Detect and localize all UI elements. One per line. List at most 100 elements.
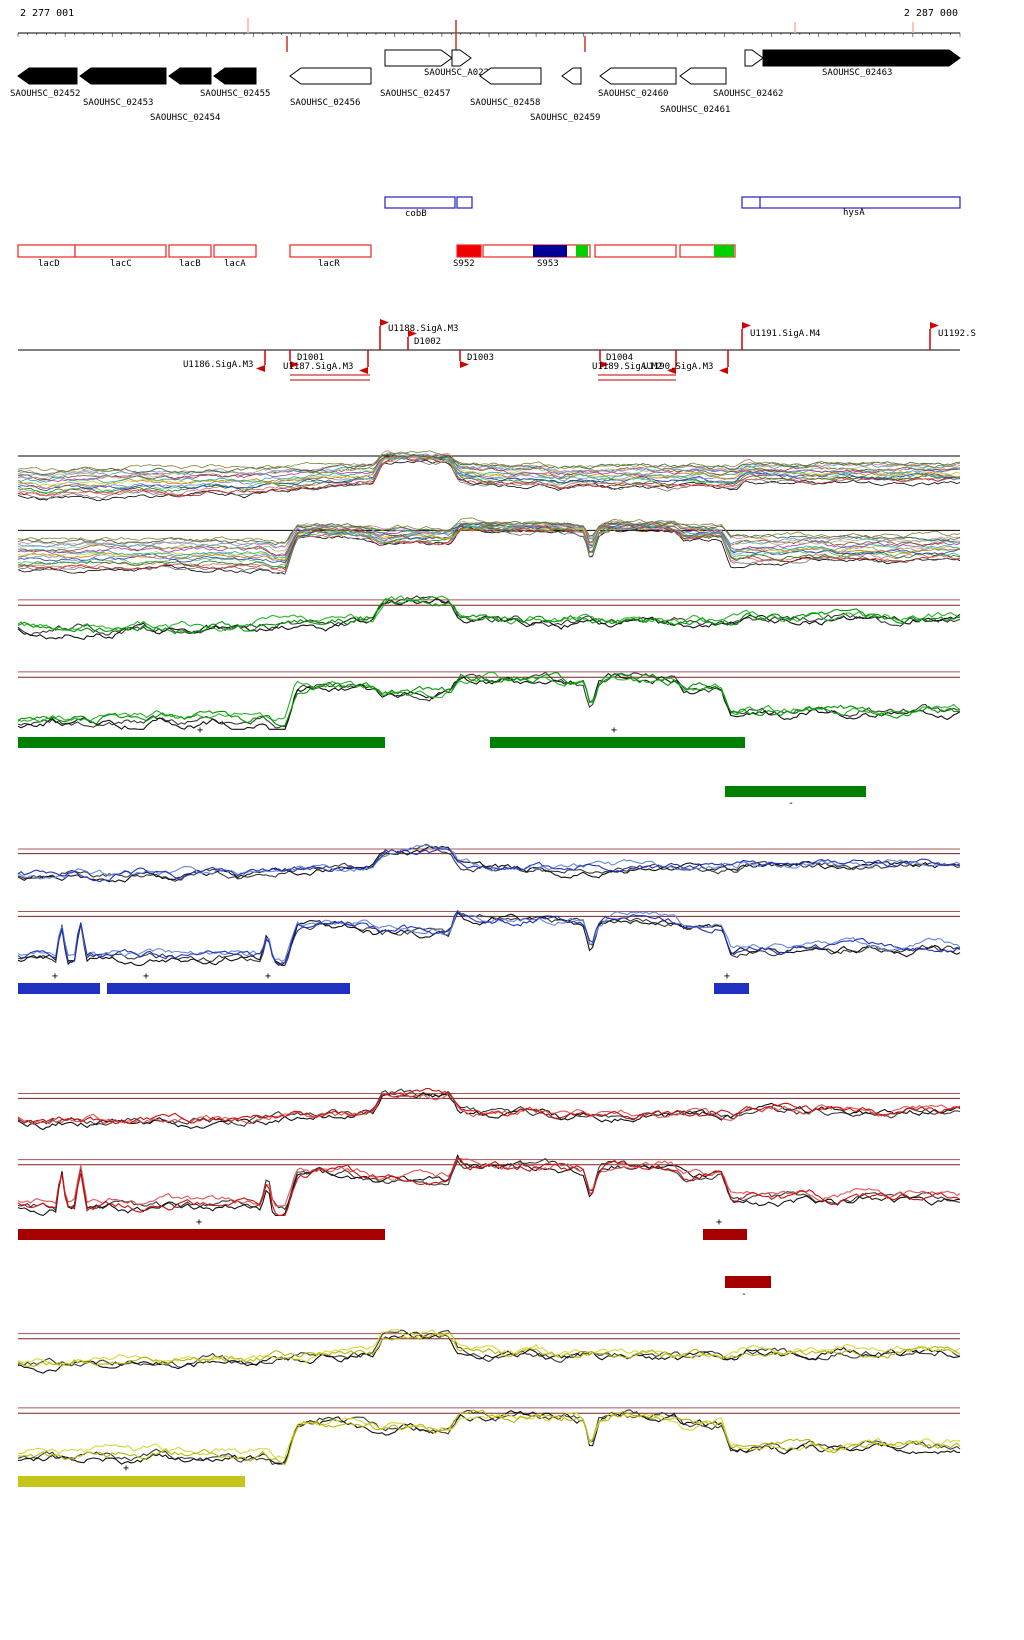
domain-bar[interactable] bbox=[714, 983, 749, 994]
signal-line bbox=[17, 455, 960, 489]
domain-bar[interactable] bbox=[703, 1229, 747, 1240]
strand-sign: + bbox=[611, 725, 617, 736]
orf-feature-box[interactable] bbox=[168, 244, 212, 258]
gene-arrow-SAOUHSC_A02231[interactable] bbox=[451, 49, 472, 67]
signal-line bbox=[17, 455, 961, 490]
signal-line bbox=[17, 520, 961, 552]
gene-label: SAOUHSC_02456 bbox=[290, 98, 360, 108]
gene-arrow-SAOUHSC_02458[interactable] bbox=[479, 67, 542, 85]
orf-feature-box[interactable] bbox=[213, 244, 257, 258]
rna-feature-box[interactable] bbox=[456, 196, 473, 209]
domain-bar[interactable] bbox=[18, 1476, 245, 1487]
orf-feature-label: lacA bbox=[224, 259, 246, 269]
rna-feature-label: hysA bbox=[843, 208, 865, 218]
signal-line bbox=[17, 847, 961, 883]
orf-feature-label: lacR bbox=[318, 259, 340, 269]
gene-label: SAOUHSC_02452 bbox=[10, 89, 80, 99]
strand-sign: + bbox=[123, 1463, 129, 1474]
strand-sign: - bbox=[741, 1289, 747, 1300]
orf-feature-box[interactable] bbox=[594, 244, 677, 258]
signal-line bbox=[17, 844, 961, 880]
tss-flag[interactable] bbox=[930, 322, 939, 329]
tss-label: U1186.SigA.M3 bbox=[183, 360, 253, 370]
gene-arrow-SAOUHSC_02452[interactable] bbox=[17, 67, 78, 85]
signal-line bbox=[17, 524, 961, 575]
rna-feature-box[interactable] bbox=[741, 196, 961, 209]
tss-flag[interactable] bbox=[408, 330, 417, 337]
signal-line bbox=[17, 672, 960, 727]
gene-label: SAOUHSC_02462 bbox=[713, 89, 783, 99]
signal-line bbox=[17, 1329, 961, 1368]
orf-feature-box[interactable] bbox=[74, 244, 167, 258]
gene-label: SAOUHSC_02455 bbox=[200, 89, 270, 99]
tss-label: U1191.SigA.M4 bbox=[750, 329, 820, 339]
orf-feature-segment bbox=[533, 245, 567, 257]
gene-arrow-SAOUHSC_02453[interactable] bbox=[79, 67, 167, 85]
gene-arrow-SAOUHSC_02454[interactable] bbox=[168, 67, 212, 85]
tss-flag[interactable] bbox=[359, 367, 368, 374]
tss-label: D1004 bbox=[606, 353, 633, 363]
signal-line bbox=[17, 1409, 961, 1466]
signal-line bbox=[17, 912, 961, 966]
tss-flag[interactable] bbox=[290, 361, 299, 368]
tss-flag[interactable] bbox=[256, 365, 265, 372]
tss-flag[interactable] bbox=[742, 322, 751, 329]
signal-line bbox=[17, 456, 961, 498]
domain-bar[interactable] bbox=[725, 1276, 771, 1288]
orf-feature-label: lacD bbox=[38, 259, 60, 269]
orf-feature-box[interactable] bbox=[456, 244, 482, 258]
strand-sign: + bbox=[197, 725, 203, 736]
domain-bar[interactable] bbox=[725, 786, 866, 797]
tss-label: D1001 bbox=[297, 353, 324, 363]
ruler-start-label: 2 277 001 bbox=[20, 8, 75, 19]
gene-arrow-SAOUHSC_02461[interactable] bbox=[679, 67, 727, 85]
gene-arrow-SAOUHSC_02455[interactable] bbox=[213, 67, 257, 85]
ruler-end-label: 2 287 000 bbox=[903, 8, 958, 19]
orf-feature-segment bbox=[714, 245, 734, 257]
signal-line bbox=[17, 595, 961, 632]
tss-flag[interactable] bbox=[460, 361, 469, 368]
orf-feature-box[interactable] bbox=[17, 244, 76, 258]
tss-label: D1003 bbox=[467, 353, 494, 363]
gene-arrow-SAOUHSC_02463[interactable] bbox=[762, 49, 961, 67]
tss-flag[interactable] bbox=[719, 367, 728, 374]
rna-feature-box[interactable] bbox=[384, 196, 456, 209]
orf-feature-label: S953 bbox=[537, 259, 559, 269]
strand-sign: + bbox=[52, 971, 58, 982]
tss-flag[interactable] bbox=[380, 319, 389, 326]
signal-line bbox=[17, 845, 961, 883]
strand-sign: + bbox=[265, 971, 271, 982]
gene-label: SAOUHSC_02459 bbox=[530, 113, 600, 123]
orf-feature-box[interactable] bbox=[289, 244, 372, 258]
gene-arrow-SAOUHSC_02459[interactable] bbox=[561, 67, 582, 85]
domain-bar[interactable] bbox=[18, 983, 100, 994]
rna-feature-label: cobB bbox=[405, 209, 427, 219]
signal-line bbox=[17, 523, 961, 559]
gene-arrow-SAOUHSC_02460[interactable] bbox=[599, 67, 677, 85]
gene-arrow-SAOUHSC_02456[interactable] bbox=[289, 67, 372, 85]
domain-bar[interactable] bbox=[18, 737, 385, 748]
signal-line bbox=[17, 1333, 961, 1368]
gene-label: SAOUHSC_02461 bbox=[660, 105, 730, 115]
domain-bar[interactable] bbox=[107, 983, 350, 994]
strand-sign: + bbox=[143, 971, 149, 982]
signal-line bbox=[17, 1157, 961, 1216]
domain-bar[interactable] bbox=[490, 737, 745, 748]
tss-flag[interactable] bbox=[600, 361, 609, 368]
gene-label: SAOUHSC_A02231 bbox=[424, 68, 500, 78]
tss-label: U1187.SigA.M3 bbox=[283, 362, 353, 372]
signal-line bbox=[17, 909, 961, 963]
tss-flag[interactable] bbox=[667, 367, 676, 374]
domain-bar[interactable] bbox=[18, 1229, 385, 1240]
tss-label: U1192.S bbox=[938, 329, 976, 339]
signal-line bbox=[17, 526, 961, 575]
gene-arrow-SAOUHSC_02457[interactable] bbox=[384, 49, 453, 67]
gene-label: SAOUHSC_02463 bbox=[822, 68, 892, 78]
signal-line bbox=[17, 523, 961, 564]
orf-feature-label: lacC bbox=[110, 259, 132, 269]
gene-arrow-SAOUHSC_02462[interactable] bbox=[744, 49, 764, 67]
orf-feature-segment bbox=[576, 245, 588, 257]
gene-label: SAOUHSC_02457 bbox=[380, 89, 450, 99]
